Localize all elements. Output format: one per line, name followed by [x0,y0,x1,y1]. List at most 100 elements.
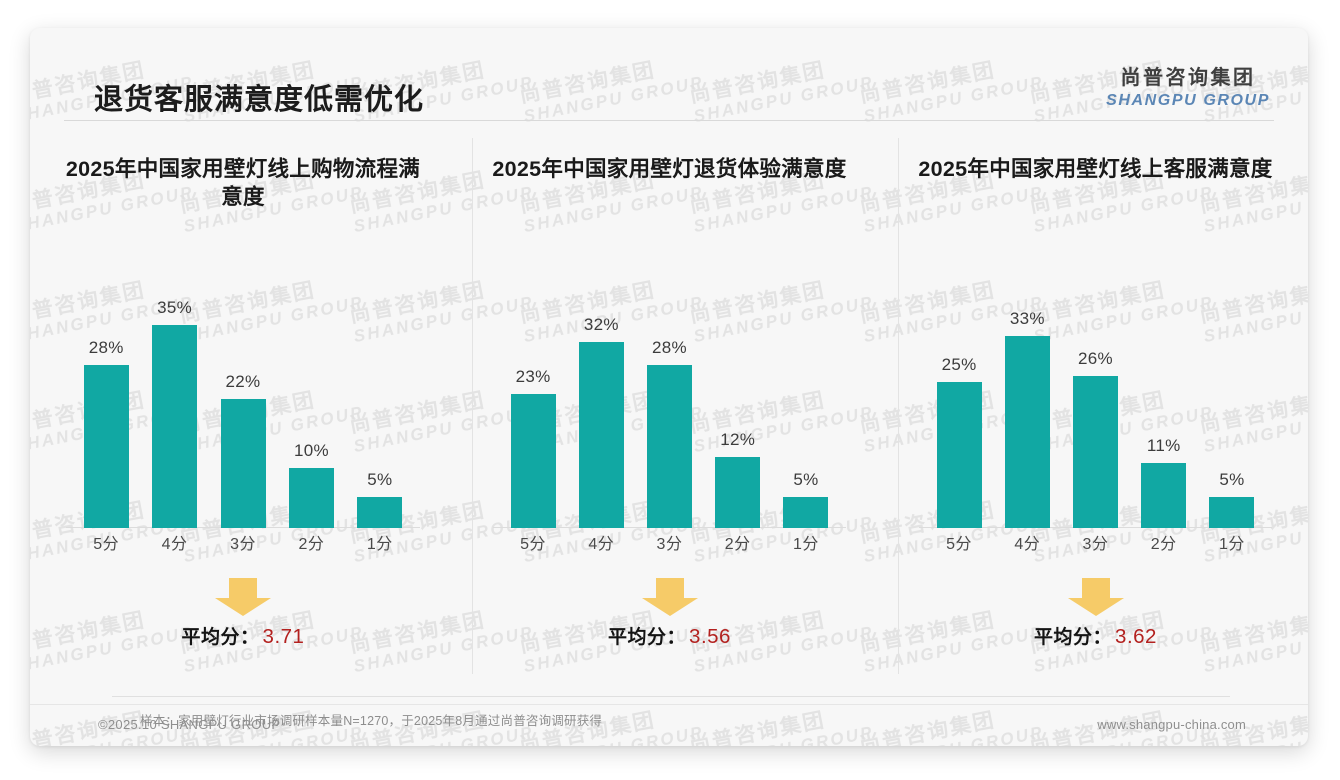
bar-value-label: 32% [583,315,619,334]
bar-column: 10% [277,276,345,528]
category-labels-1: 5分 4分 3分 2分 1分 [72,530,414,558]
average-score-1: 平均分： 3.71 [182,622,305,649]
category-label: 3分 [1082,536,1109,553]
average-value: 3.71 [262,625,305,648]
bar [1073,376,1118,528]
copyright-text: ©2025.10 SHANGPU GROUP [98,717,281,732]
bar [1141,463,1187,528]
category-label: 2分 [724,536,751,553]
chart-panel-1: 2025年中国家用壁灯线上购物流程满意度 28% 35% 22% [30,138,456,674]
logo-text-cn: 尚普咨询集团 [1120,67,1256,89]
bar-value-label: 11% [1146,436,1181,455]
bar [1209,497,1255,528]
bar-column: 26% [1061,276,1129,528]
category-label: 4分 [1014,536,1041,553]
bar-value-label: 5% [793,470,819,489]
header-divider [64,120,1274,121]
category-label: 2分 [1150,536,1177,553]
bar [152,325,198,528]
bar [936,382,982,528]
chart-panel-3: 2025年中国家用壁灯线上客服满意度 25% 33% 26% [882,138,1308,674]
category-label: 1分 [366,536,393,553]
slide-footer: ©2025.10 SHANGPU GROUP www.shangpu-china… [30,704,1308,746]
bar-column: 35% [140,276,208,528]
bar [647,365,692,528]
bar-column: 33% [993,276,1061,528]
bar-column: 5% [1198,276,1266,528]
bar [510,394,556,528]
average-block-1: 平均分： 3.71 [58,566,428,674]
bar [783,497,829,528]
sample-footnote: 样本：家用壁灯行业市场调研样本量N=1270，于2025年8月通过尚普咨询调研获… [140,714,603,728]
bar-chart-2: 23% 32% 28% 12% [485,258,854,558]
category-label: 5分 [520,536,547,553]
bar-column: 11% [1130,276,1198,528]
average-block-2: 平均分： 3.56 [485,566,854,674]
footer-divider [30,704,1308,705]
bar [357,497,403,528]
chart-title-3: 2025年中国家用壁灯线上客服满意度 [918,157,1273,181]
bar [83,365,129,528]
category-labels-2: 5分 4分 3分 2分 1分 [499,530,840,558]
bar-column: 22% [209,276,277,528]
bar-column: 32% [567,276,635,528]
company-logo: 尚普咨询集团 SHANGPU GROUP [1106,61,1270,110]
average-label: 平均分： [1034,627,1113,648]
average-value: 3.62 [1115,625,1157,648]
category-label: 4分 [161,536,188,553]
bar [715,457,761,528]
bar-value-label: 5% [1219,470,1245,489]
bar-column: 5% [346,276,414,528]
bar-value-label: 33% [1009,309,1045,328]
bar-chart-3: 25% 33% 26% 11% [911,258,1280,558]
website-link[interactable]: www.shangpu-china.com [1097,717,1246,732]
category-label: 5分 [93,536,120,553]
average-score-3: 平均分： 3.62 [1034,622,1157,649]
bar-column: 25% [925,276,993,528]
category-label: 1分 [792,536,819,553]
bar-chart-1: 28% 35% 22% 10% [58,258,428,558]
bar-value-label: 23% [515,367,551,386]
chart-title-1: 2025年中国家用壁灯线上购物流程满意度 [65,157,421,209]
page-title: 退货客服满意度低需优化 [94,84,425,116]
average-block-3: 平均分： 3.62 [911,566,1280,674]
plot-area-2: 23% 32% 28% 12% [499,276,840,528]
slide-card: 尚普咨询集团 SHANGPU GROUP 尚普咨询集团 SHANGPU GROUP 尚普… [30,28,1308,746]
down-arrow-icon [215,578,271,616]
down-arrow-icon [1067,578,1124,616]
chart-panel-2: 2025年中国家用壁灯退货体验满意度 23% 32% 28% [456,138,882,674]
plot-area-3: 25% 33% 26% 11% [925,276,1266,528]
bar-value-label: 28% [88,338,124,357]
bar-column: 12% [704,276,772,528]
average-label: 平均分： [181,627,260,648]
category-label: 2分 [298,536,325,553]
bar-value-label: 26% [1078,349,1113,368]
bar [578,342,624,528]
bar-column: 28% [72,276,140,528]
bar-value-label: 10% [293,441,329,460]
bar-value-label: 25% [941,355,977,374]
footnote-divider [112,696,1230,697]
bar-value-label: 5% [367,470,393,489]
down-arrow-icon [641,578,698,616]
chart-title-2: 2025年中国家用壁灯退货体验满意度 [492,157,847,181]
category-label: 4分 [588,536,615,553]
bar-value-label: 12% [720,430,756,449]
bar-column: 23% [499,276,567,528]
slide-header: 退货客服满意度低需优化 尚普咨询集团 SHANGPU GROUP [30,28,1308,121]
logo-text-en: SHANGPU GROUP [1106,92,1270,109]
charts-container: 2025年中国家用壁灯线上购物流程满意度 28% 35% 22% [30,138,1308,674]
bar [1004,336,1050,528]
average-label: 平均分： [608,627,687,648]
average-value: 3.56 [689,625,731,648]
bar [288,468,334,528]
bar-value-label: 28% [652,338,687,357]
bar-column: 5% [772,276,840,528]
category-label: 3分 [656,536,683,553]
bar-column: 28% [635,276,703,528]
bar-value-label: 35% [157,298,193,317]
category-label: 5分 [946,536,973,553]
bar [220,399,266,528]
bar-value-label: 22% [225,372,261,391]
category-labels-3: 5分 4分 3分 2分 1分 [925,530,1266,558]
